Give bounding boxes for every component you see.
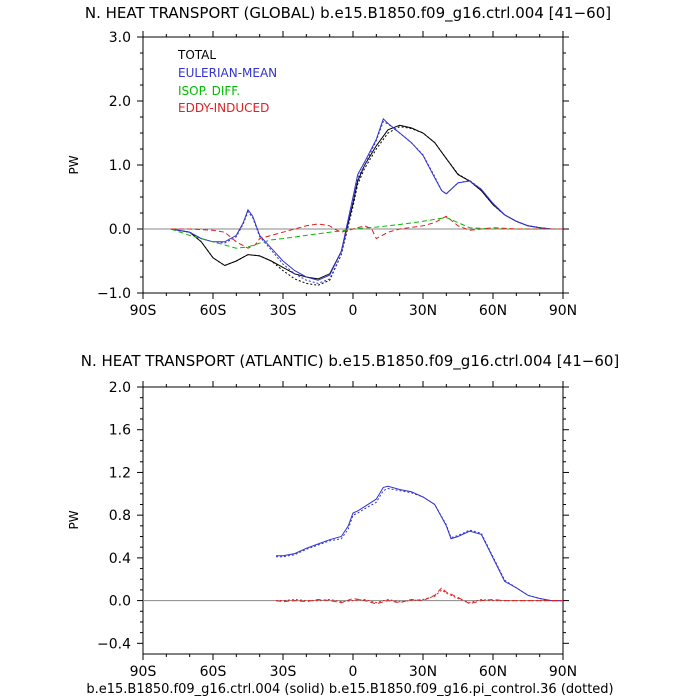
atlantic-panel: N. HEAT TRANSPORT (ATLANTIC) b.e15.B1850… bbox=[67, 352, 619, 680]
atlantic-x-tick-label: 60S bbox=[200, 664, 227, 680]
atlantic-eulerian-dotted-line bbox=[276, 487, 563, 602]
global-y-tick-label: 1.0 bbox=[109, 158, 131, 174]
global-y-tick-label: 2.0 bbox=[109, 94, 131, 110]
atlantic-eulerian-solid-line bbox=[276, 485, 563, 602]
global-title: N. HEAT TRANSPORT (GLOBAL) b.e15.B1850.f… bbox=[85, 4, 611, 23]
global-x-tick-label: 90N bbox=[549, 303, 577, 319]
atlantic-y-tick-label: 0.4 bbox=[109, 551, 131, 567]
global-total-dotted-line bbox=[170, 126, 563, 286]
global-x-tick-label: 90S bbox=[130, 303, 157, 319]
atlantic-x-tick-label: 60N bbox=[479, 664, 507, 680]
global-isop-dashed-line bbox=[170, 216, 563, 249]
atlantic-y-tick-label: 1.6 bbox=[109, 423, 131, 439]
atlantic-eddy-dotted-line bbox=[276, 589, 563, 604]
global-x-tick-label: 0 bbox=[349, 303, 358, 319]
atlantic-eddy-dashed-line bbox=[275, 587, 563, 605]
legend: TOTAL EULERIAN-MEAN ISOP. DIFF. EDDY-IND… bbox=[177, 48, 277, 115]
legend-eulerian-mean: EULERIAN-MEAN bbox=[178, 66, 277, 80]
global-x-tick-label: 60S bbox=[200, 303, 227, 319]
global-x-tick-label: 30N bbox=[409, 303, 437, 319]
global-eulerian-dotted-line bbox=[170, 120, 563, 284]
global-y-axis-label: PW bbox=[67, 155, 81, 174]
atlantic-title: N. HEAT TRANSPORT (ATLANTIC) b.e15.B1850… bbox=[81, 352, 620, 371]
atlantic-x-tick-label: 90S bbox=[130, 664, 157, 680]
global-y-tick-label: −1.0 bbox=[97, 286, 131, 302]
atlantic-y-tick-label: 2.0 bbox=[109, 380, 131, 396]
atlantic-y-tick-label: 0.8 bbox=[109, 508, 131, 524]
global-total-solid-line bbox=[170, 124, 563, 280]
global-panel: N. HEAT TRANSPORT (GLOBAL) b.e15.B1850.f… bbox=[67, 4, 611, 319]
atlantic-x-tick-label: 0 bbox=[349, 664, 358, 680]
atlantic-y-axis-label: PW bbox=[67, 510, 81, 529]
atlantic-x-tick-label: 90N bbox=[549, 664, 577, 680]
atlantic-plot-frame bbox=[142, 386, 564, 655]
legend-eddy-induced: EDDY-INDUCED bbox=[178, 101, 269, 115]
global-eddy-dashed-line bbox=[171, 215, 563, 249]
global-y-tick-label: 0.0 bbox=[109, 222, 131, 238]
atlantic-x-tick-label: 30S bbox=[270, 664, 297, 680]
global-x-tick-label: 60N bbox=[479, 303, 507, 319]
atlantic-y-tick-label: −0.4 bbox=[97, 636, 131, 652]
atlantic-y-tick-label: 0.0 bbox=[109, 594, 131, 610]
legend-isop-diff: ISOP. DIFF. bbox=[178, 84, 240, 98]
global-y-tick-label: 3.0 bbox=[109, 30, 131, 46]
atlantic-y-tick-label: 1.2 bbox=[109, 465, 131, 481]
figure-caption: b.e15.B1850.f09_g16.ctrl.004 (solid) b.e… bbox=[86, 682, 613, 697]
atlantic-x-tick-label: 30N bbox=[409, 664, 437, 680]
global-eulerian-solid-line bbox=[170, 117, 563, 281]
global-x-tick-label: 30S bbox=[270, 303, 297, 319]
legend-total: TOTAL bbox=[177, 48, 216, 62]
